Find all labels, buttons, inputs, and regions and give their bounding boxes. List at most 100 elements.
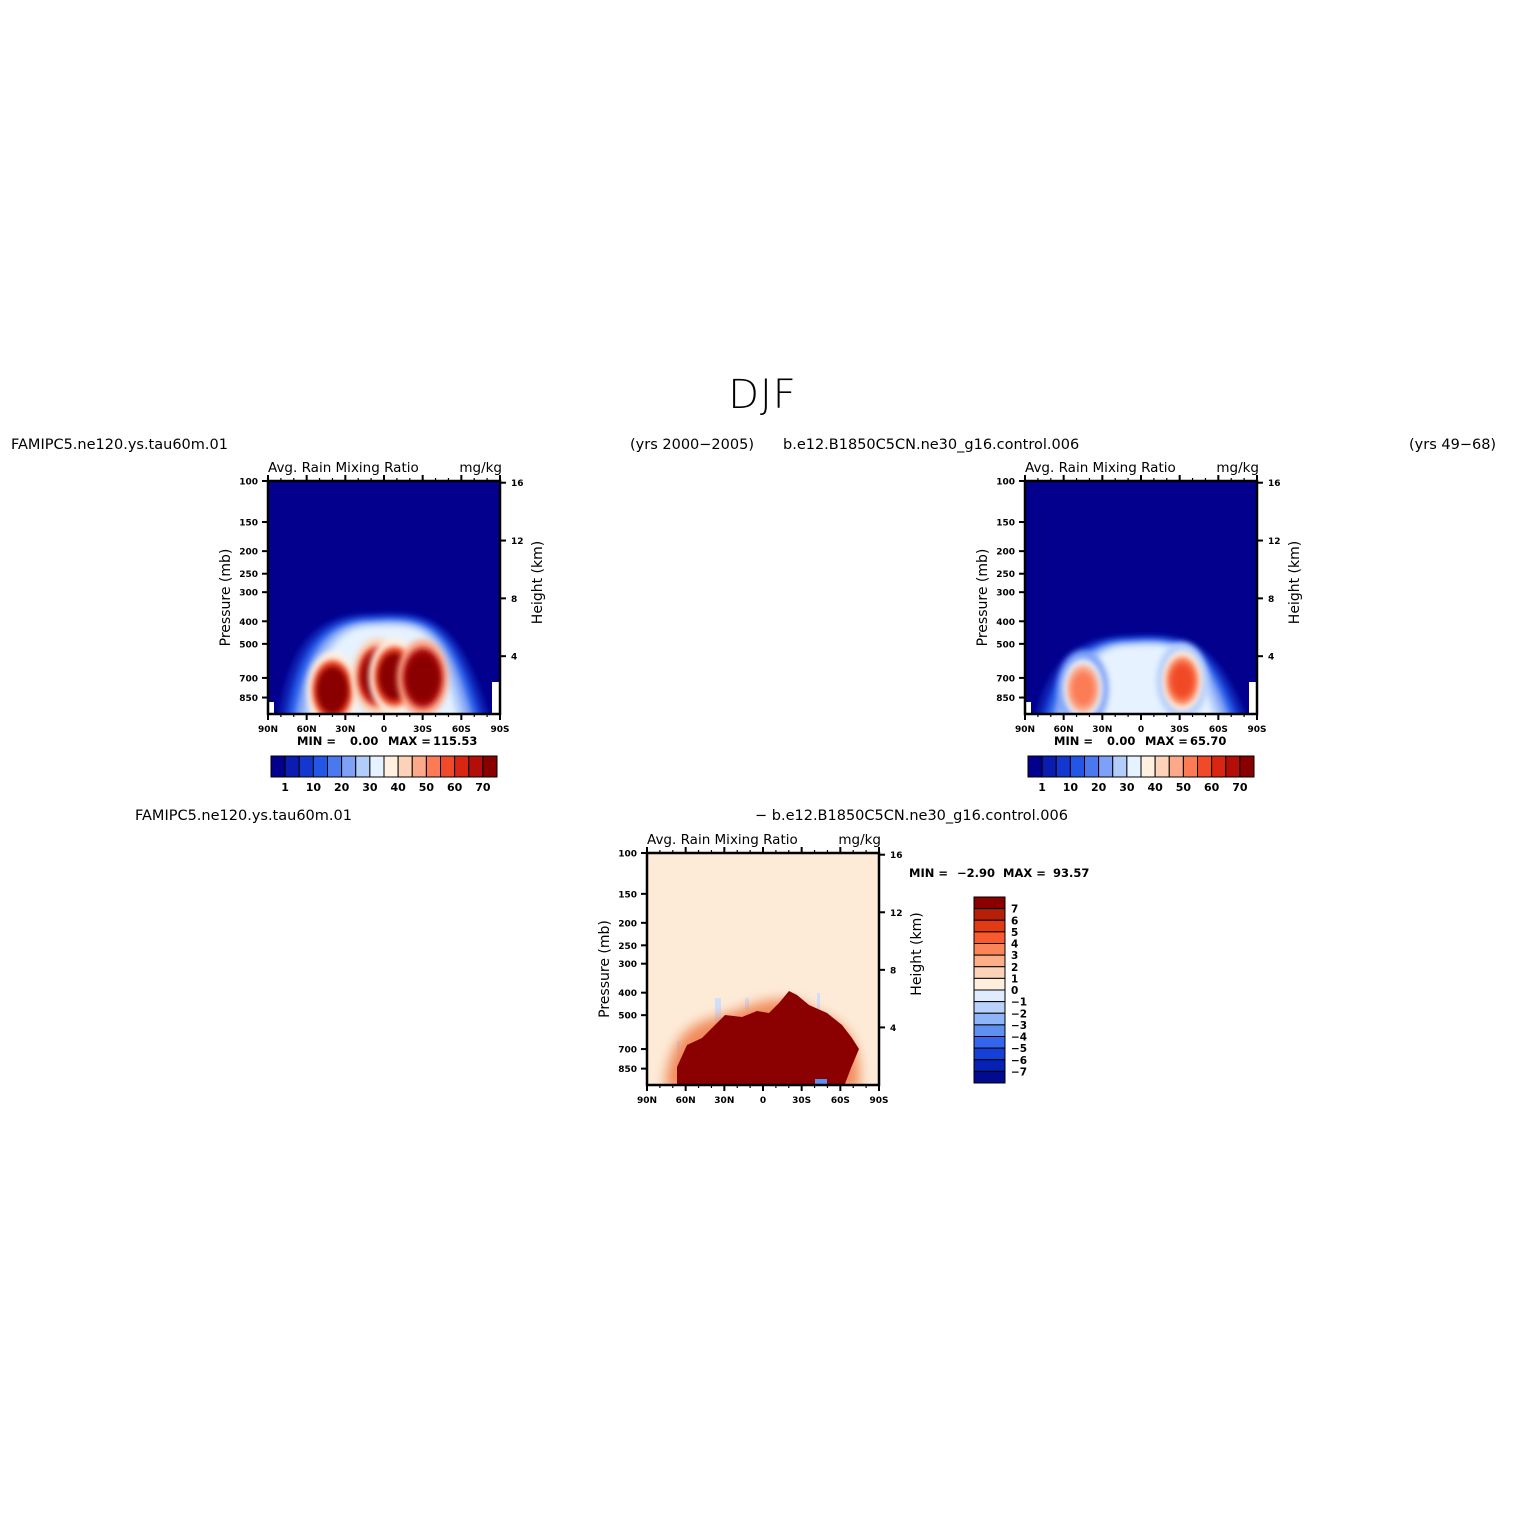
masked-ground-left: [1025, 702, 1031, 714]
lat-tick-label: 90S: [1247, 725, 1266, 735]
plot-frame: [266, 479, 502, 716]
lat-tick-label: 90S: [490, 725, 509, 735]
lat-tick-label: 30S: [413, 725, 432, 735]
colorbar-label: −1: [1011, 997, 1027, 1009]
colorbar-box: [973, 977, 1006, 991]
colorbar-box: [973, 1001, 1006, 1014]
panel-title: Avg. Rain Mixing Ratio: [647, 832, 798, 848]
diff-case-a-label: FAMIPC5.ne120.ys.tau60m.01: [135, 808, 352, 824]
colorbar-label: −2: [1011, 1008, 1027, 1020]
colorbar-box: [468, 755, 484, 778]
height-tick-label: 16: [511, 479, 524, 489]
colorbar-label: 20: [334, 781, 350, 794]
field-control: [1025, 481, 1257, 714]
max-label: MAX =: [1003, 866, 1046, 880]
lat-tick-label: 90N: [258, 725, 278, 735]
y-axis-label-pressure: Pressure (mb): [597, 920, 613, 1018]
pressure-tick-label: 300: [239, 589, 258, 599]
colorbar-box: [973, 931, 1006, 944]
negative-patch: [815, 1079, 827, 1085]
colorbar-box: [312, 755, 328, 778]
pressure-tick-label: 200: [996, 548, 1015, 558]
positive-core: [677, 991, 859, 1085]
colorbar-box: [1239, 755, 1255, 778]
colorbar-box: [973, 1059, 1006, 1072]
colorbar-label: 40: [390, 781, 406, 794]
lat-tick-label: 90N: [637, 1096, 657, 1106]
units-label: mg/kg: [459, 460, 502, 476]
lat-tick-label: 60S: [1209, 725, 1228, 735]
colorbar-box: [1112, 755, 1128, 778]
pressure-tick-label: 100: [618, 850, 637, 860]
y-axis-label-pressure: Pressure (mb): [975, 549, 991, 647]
lat-tick-label: 0: [381, 725, 387, 735]
colorbar-box: [1126, 755, 1142, 778]
units-label: mg/kg: [1216, 460, 1259, 476]
height-tick-label: 8: [890, 966, 896, 976]
panel-title: Avg. Rain Mixing Ratio: [1025, 460, 1176, 476]
colorbar-label: −3: [1011, 1020, 1027, 1032]
colorbar-box: [355, 755, 371, 778]
lat-tick-label: 60S: [452, 725, 471, 735]
height-tick-label: 4: [890, 1024, 896, 1034]
colorbar-box: [973, 1036, 1006, 1049]
min-value: 0.00: [350, 734, 378, 748]
colorbar-box: [1182, 755, 1198, 778]
max-value: 115.53: [433, 734, 477, 748]
pressure-tick-label: 700: [239, 674, 258, 684]
colorbar-label: 1: [1038, 781, 1046, 794]
colorbar-box: [482, 755, 498, 778]
lat-tick-label: 60N: [297, 725, 317, 735]
masked-ground-right: [1249, 682, 1257, 714]
colorbar-box: [973, 908, 1006, 921]
colorbar-label: −6: [1011, 1055, 1027, 1067]
min-label: MIN =: [297, 734, 336, 748]
min-value: 0.00: [1107, 734, 1135, 748]
height-tick-label: 12: [890, 909, 903, 919]
colorbar-box: [1168, 755, 1184, 778]
height-tick-label: 8: [511, 595, 517, 605]
colorbar-box: [1055, 755, 1071, 778]
colorbar-box: [383, 755, 399, 778]
colorbar-label: 5: [1011, 927, 1018, 939]
pressure-tick-label: 250: [239, 570, 258, 580]
colorbar-box: [973, 989, 1006, 1003]
colorbar-label: 4: [1011, 939, 1018, 951]
colorbar-box: [284, 755, 300, 778]
y-axis-label-pressure: Pressure (mb): [218, 549, 234, 647]
pressure-tick-label: 300: [618, 960, 637, 970]
pressure-tick-label: 850: [239, 694, 258, 704]
pressure-tick-label: 300: [996, 589, 1015, 599]
colorbar-label: 1: [1011, 973, 1018, 985]
colorbar-box: [270, 755, 286, 778]
pressure-tick-label: 150: [239, 519, 258, 529]
colorbar-box: [973, 1070, 1006, 1084]
panel-test: Avg. Rain Mixing Ratio mg/kg Pressure (mb)…: [218, 460, 546, 735]
pressure-tick-label: 250: [996, 570, 1015, 580]
colorbar-box: [397, 755, 413, 778]
pressure-tick-label: 400: [618, 989, 637, 999]
colorbar-label: −7: [1011, 1066, 1027, 1078]
lat-tick-label: 30N: [1092, 725, 1112, 735]
colorbar-box: [973, 1047, 1006, 1061]
max-value: 93.57: [1053, 866, 1089, 880]
pressure-tick-label: 400: [996, 618, 1015, 628]
colorbar-label: 60: [447, 781, 463, 794]
pressure-tick-label: 200: [239, 548, 258, 558]
pressure-tick-label: 100: [996, 478, 1015, 488]
colorbar-control: 1 10 20 30 40 50 60 70: [1027, 755, 1255, 794]
colorbar-box: [973, 919, 1006, 933]
colorbar-box: [973, 896, 1006, 910]
colorbar-box: [973, 943, 1006, 956]
pressure-tick-label: 250: [618, 942, 637, 952]
colorbar-box: [1211, 755, 1227, 778]
colorbar-box: [425, 755, 441, 778]
height-tick-label: 4: [511, 653, 517, 663]
colorbar-box: [327, 755, 343, 778]
field-difference: [647, 853, 879, 1085]
plot-frame: [645, 851, 881, 1087]
pressure-tick-label: 850: [996, 694, 1015, 704]
colorbar-label: 30: [362, 781, 378, 794]
pressure-tick-label: 100: [239, 478, 258, 488]
colorbar-label: 40: [1147, 781, 1163, 794]
